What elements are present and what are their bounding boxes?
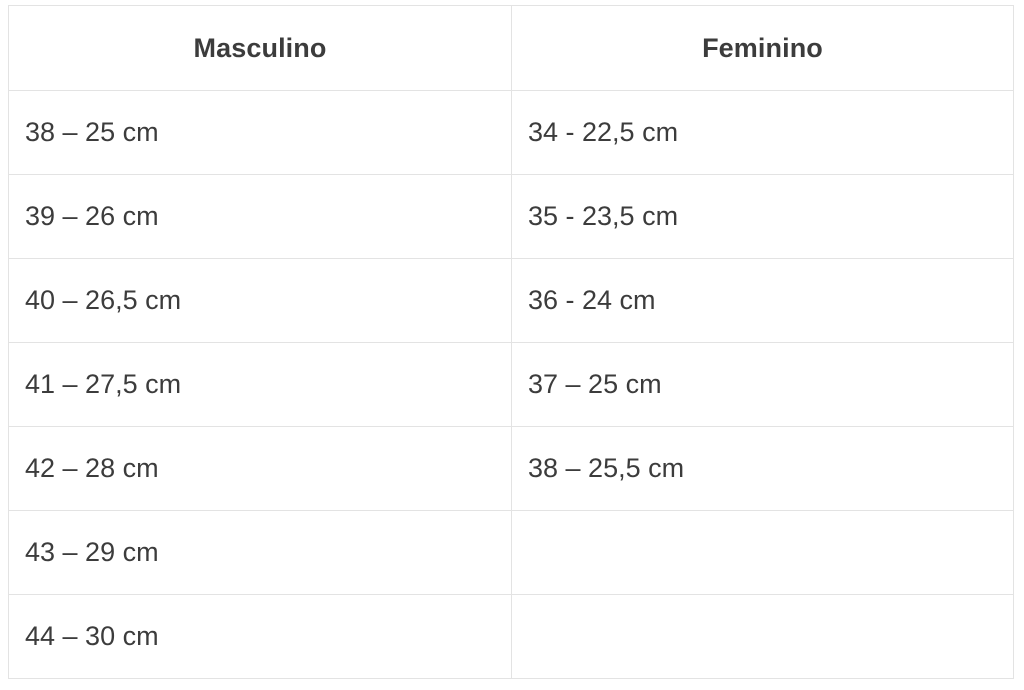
table-header-row: Masculino Feminino xyxy=(8,5,1014,91)
cell-feminino: 35 - 23,5 cm xyxy=(511,174,1014,259)
cell-feminino: 38 – 25,5 cm xyxy=(511,426,1014,511)
table-body: 38 – 25 cm 34 - 22,5 cm 39 – 26 cm 35 - … xyxy=(8,90,1014,679)
cell-masculino: 40 – 26,5 cm xyxy=(8,258,512,343)
cell-feminino: 37 – 25 cm xyxy=(511,342,1014,427)
shoe-size-table: Masculino Feminino 38 – 25 cm 34 - 22,5 … xyxy=(8,5,1014,679)
cell-masculino: 42 – 28 cm xyxy=(8,426,512,511)
column-header-feminino: Feminino xyxy=(511,5,1014,91)
cell-masculino: 41 – 27,5 cm xyxy=(8,342,512,427)
cell-masculino: 39 – 26 cm xyxy=(8,174,512,259)
cell-feminino-empty xyxy=(511,510,1014,595)
cell-masculino: 44 – 30 cm xyxy=(8,594,512,679)
table-row: 38 – 25 cm 34 - 22,5 cm xyxy=(8,90,1014,175)
cell-feminino: 34 - 22,5 cm xyxy=(511,90,1014,175)
table-row: 39 – 26 cm 35 - 23,5 cm xyxy=(8,174,1014,259)
table-row: 42 – 28 cm 38 – 25,5 cm xyxy=(8,426,1014,511)
cell-feminino: 36 - 24 cm xyxy=(511,258,1014,343)
cell-masculino: 43 – 29 cm xyxy=(8,510,512,595)
table-row: 43 – 29 cm xyxy=(8,510,1014,595)
column-header-masculino: Masculino xyxy=(8,5,512,91)
table-header: Masculino Feminino xyxy=(8,5,1014,91)
table-row: 40 – 26,5 cm 36 - 24 cm xyxy=(8,258,1014,343)
cell-feminino-empty xyxy=(511,594,1014,679)
table-row: 44 – 30 cm xyxy=(8,594,1014,679)
table-row: 41 – 27,5 cm 37 – 25 cm xyxy=(8,342,1014,427)
cell-masculino: 38 – 25 cm xyxy=(8,90,512,175)
